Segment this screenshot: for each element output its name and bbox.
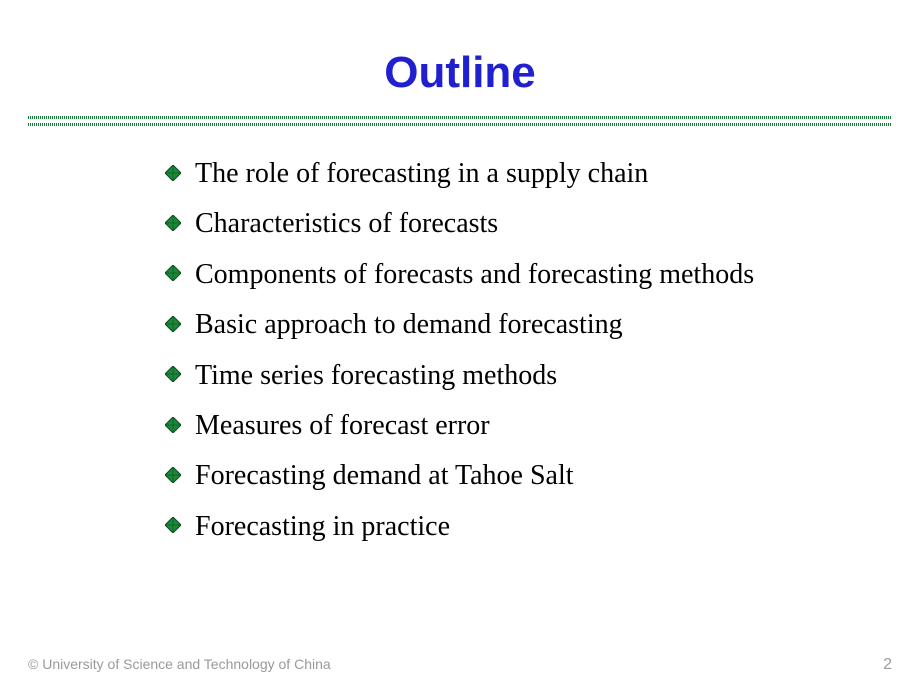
list-item-text: Time series forecasting methods — [195, 358, 557, 394]
title-divider — [28, 116, 892, 126]
copyright-text: © University of Science and Technology o… — [28, 656, 331, 672]
list-item-text: Forecasting in practice — [195, 509, 450, 545]
list-item-text: Basic approach to demand forecasting — [195, 307, 623, 343]
list-item: Basic approach to demand forecasting — [165, 307, 920, 343]
diamond-bullet-icon — [165, 366, 181, 387]
diamond-bullet-icon — [165, 265, 181, 286]
list-item-text: Characteristics of forecasts — [195, 206, 498, 242]
diamond-bullet-icon — [165, 467, 181, 488]
list-item: Forecasting demand at Tahoe Salt — [165, 458, 920, 494]
list-item-text: The role of forecasting in a supply chai… — [195, 156, 648, 192]
slide-footer: © University of Science and Technology o… — [28, 656, 892, 674]
list-item-text: Components of forecasts and forecasting … — [195, 257, 754, 293]
bullet-list: The role of forecasting in a supply chai… — [0, 126, 920, 545]
list-item: Measures of forecast error — [165, 408, 920, 444]
list-item: Forecasting in practice — [165, 509, 920, 545]
diamond-bullet-icon — [165, 417, 181, 438]
list-item: Components of forecasts and forecasting … — [165, 257, 920, 293]
diamond-bullet-icon — [165, 316, 181, 337]
slide-title: Outline — [0, 0, 920, 116]
diamond-bullet-icon — [165, 517, 181, 538]
list-item: The role of forecasting in a supply chai… — [165, 156, 920, 192]
list-item: Time series forecasting methods — [165, 358, 920, 394]
list-item-text: Measures of forecast error — [195, 408, 490, 444]
diamond-bullet-icon — [165, 215, 181, 236]
list-item-text: Forecasting demand at Tahoe Salt — [195, 458, 574, 494]
page-number: 2 — [883, 656, 892, 674]
list-item: Characteristics of forecasts — [165, 206, 920, 242]
diamond-bullet-icon — [165, 165, 181, 186]
